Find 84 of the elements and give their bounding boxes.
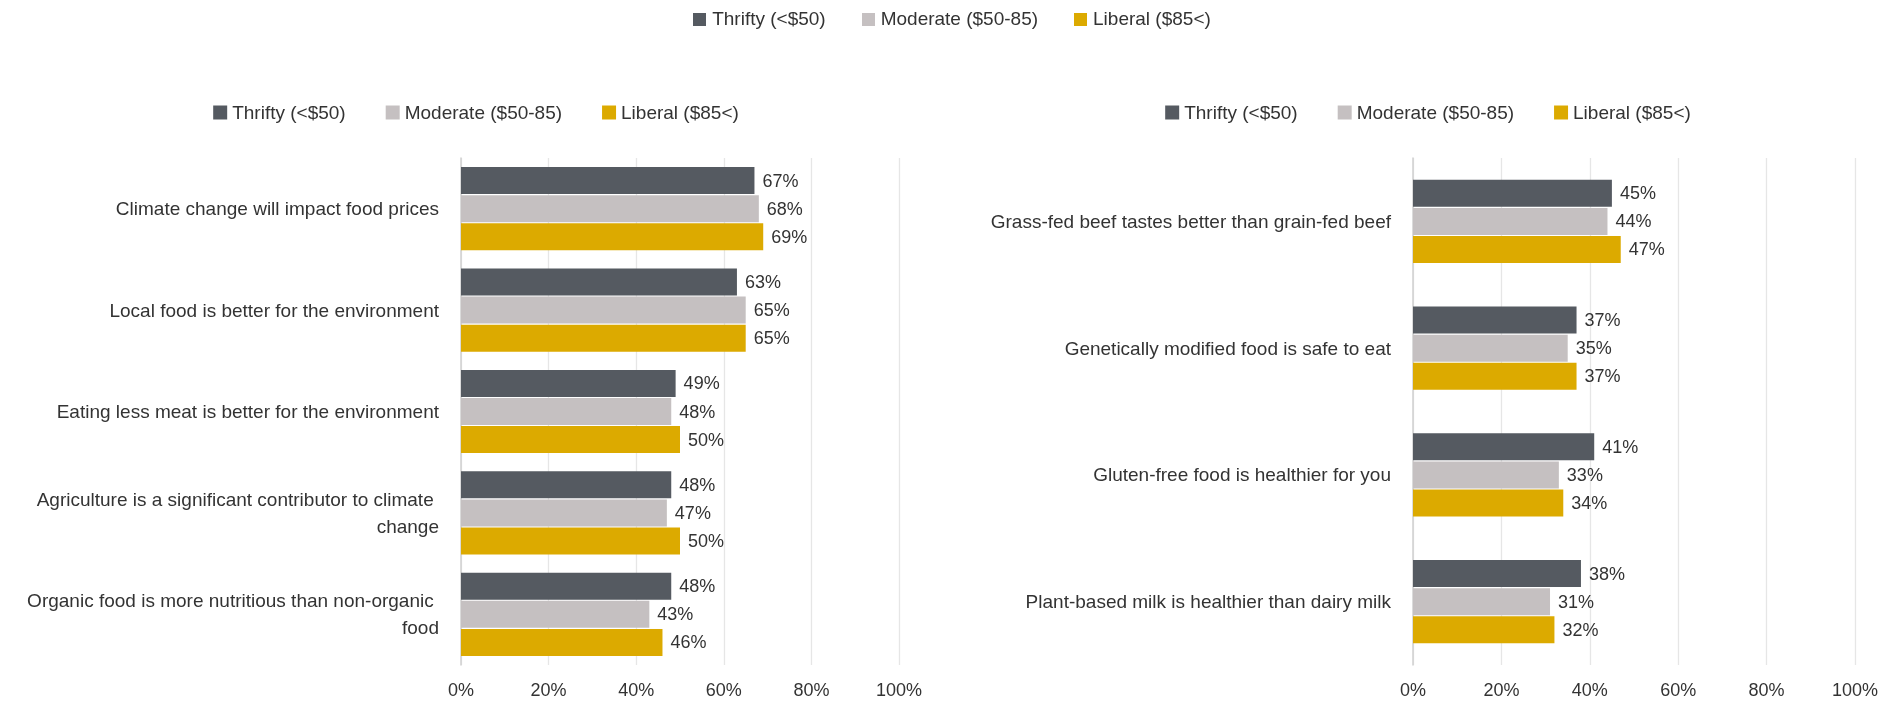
data-label: 37% [1584,310,1621,331]
x-tick-label: 20% [1483,680,1520,700]
data-label: 31% [1558,591,1595,612]
y-tick-label: Eating less meat is better for the environment [56,401,440,422]
x-tick-label: 60% [705,680,742,700]
bar [461,572,672,600]
data-label: 43% [657,604,694,625]
y-tick-label: Plant-based milk is healthier than dairy milk [1025,591,1392,613]
data-label: 50% [688,429,725,450]
data-label: 33% [1566,464,1603,485]
text: Thrifty (<$50) [712,8,826,29]
data-label: 47% [674,502,711,523]
data-label: 48% [679,474,716,495]
data-label: 69% [771,226,808,247]
legend-label: Liberal ($85<) [1573,102,1691,123]
data-label: 47% [1628,239,1665,260]
bar [1413,207,1608,235]
x-tick-label: 0% [1399,680,1427,700]
bar [461,527,680,555]
y-tick-label: Grass-fed beef tastes better than grain-fed beef [990,210,1392,232]
data-label: 38% [1588,563,1625,584]
bar [1413,560,1581,588]
bar [1413,334,1568,362]
legend-label: Liberal ($85<) [621,102,739,123]
data-label: 37% [1584,366,1621,387]
data-label: 50% [688,530,725,551]
bar [1413,588,1551,616]
y-tick-label: Gluten-free food is healthier for you [1093,464,1391,486]
data-label: 49% [683,373,720,394]
data-label: 35% [1575,338,1612,359]
bar [1413,461,1559,489]
data-label: 65% [753,328,790,349]
bar [461,268,737,296]
y-tick-label: Climate change will impact food prices [115,198,439,220]
legend-label: Thrifty (<$50) [1184,102,1298,123]
x-tick-label: 100% [875,680,923,700]
bar [1413,433,1595,461]
data-label: 44% [1615,211,1652,232]
data-label: 34% [1571,492,1608,513]
x-tick-label: 40% [618,680,655,700]
text: Liberal ($85<) [1093,8,1211,29]
x-tick-label: 60% [1660,680,1697,700]
data-label: 68% [766,198,803,219]
y-tick-label: Organic food is more nutritious than non-organic food [27,590,439,639]
data-label: 63% [744,272,781,293]
bar [1413,179,1612,207]
x-tick-label: 0% [447,680,475,700]
data-label: 67% [762,170,799,191]
bar [461,471,672,499]
bar [461,296,746,324]
bar [1413,616,1555,644]
data-label: 32% [1562,619,1599,640]
bar [461,195,759,223]
bar [1413,489,1564,517]
x-tick-label: 40% [1571,680,1608,700]
legend-label: Thrifty (<$50) [232,102,346,123]
data-label: 48% [679,401,716,422]
bar [461,324,746,352]
x-tick-label: 100% [1831,680,1879,700]
bar [461,426,680,454]
data-label: 41% [1602,436,1639,457]
y-tick-label: Local food is better for the environment [109,299,440,321]
x-tick-label: 20% [530,680,567,700]
legend-label: Moderate ($50-85) [1356,102,1515,123]
bar [461,398,672,425]
bar [461,628,663,656]
x-tick-label: 80% [1748,680,1785,700]
x-tick-label: 80% [793,680,830,700]
bar [461,369,676,397]
y-tick-label: Agriculture is a significant contributor to climate change [36,488,439,537]
bar [1413,362,1577,390]
bar [461,600,650,628]
data-label: 45% [1619,183,1656,204]
bar [1413,235,1621,263]
data-label: 46% [670,632,707,653]
data-label: 65% [753,300,790,321]
bar [1413,306,1577,334]
bar [461,499,667,527]
bar [461,223,764,251]
bar [461,167,755,195]
legend-label: Moderate ($50-85) [404,102,563,123]
y-tick-label: Genetically modified food is safe to eat [1064,337,1392,359]
data-label: 48% [679,576,716,597]
text: Moderate ($50-85) [880,8,1039,29]
